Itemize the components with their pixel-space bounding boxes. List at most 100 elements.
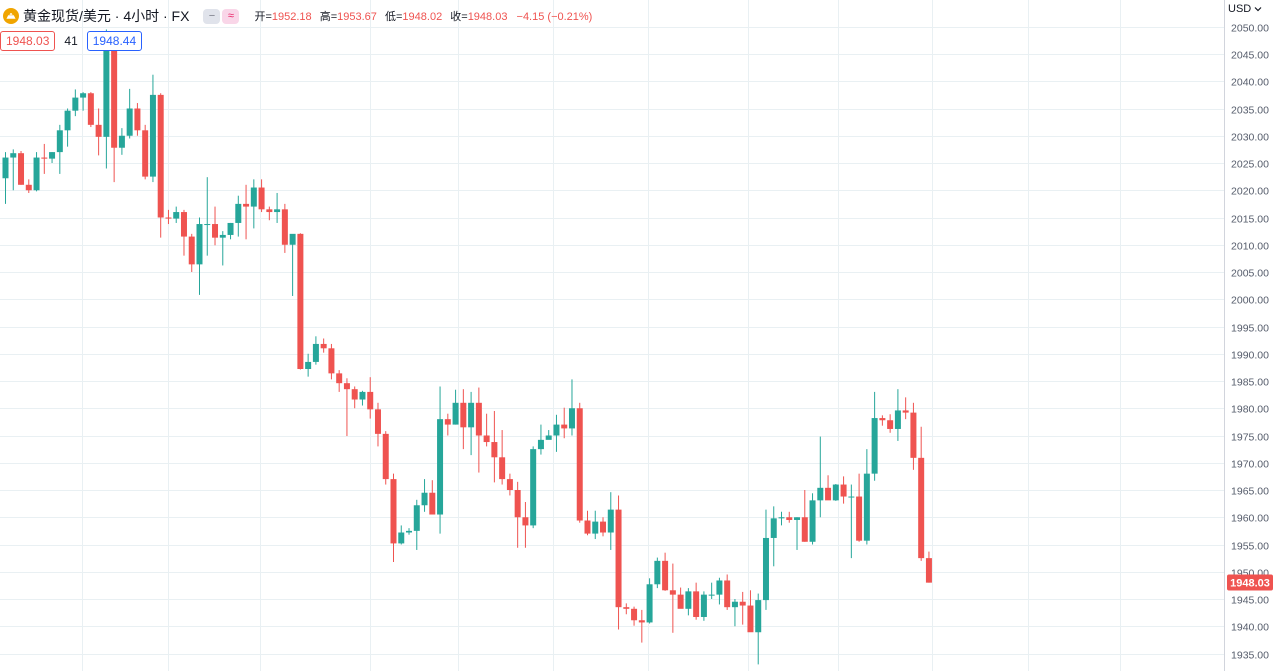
candle-up (863, 473, 870, 541)
candle-up (289, 233, 296, 245)
candle-down (576, 408, 583, 521)
candle-down (669, 590, 676, 595)
candle-up (468, 402, 475, 428)
candle-up (530, 449, 537, 526)
candle-up (312, 343, 319, 362)
candle-down (786, 517, 793, 520)
candle-down (925, 558, 932, 583)
candle-up (794, 517, 801, 520)
candle-down (351, 389, 358, 400)
candle-up (755, 600, 762, 633)
candle-down (638, 620, 645, 623)
candle-down (18, 153, 25, 185)
candle-down (747, 605, 754, 633)
candle-up (545, 435, 552, 440)
candle-down (677, 594, 684, 609)
candle-up (10, 153, 17, 158)
candle-down (623, 607, 630, 609)
candle-up (716, 580, 723, 595)
y-tick-label: 2015.00 (1231, 214, 1269, 226)
y-tick-label: 1945.00 (1231, 595, 1269, 607)
chevron-down-icon (1254, 7, 1262, 12)
compare-toggle[interactable]: ≈ (222, 8, 240, 24)
candle-up (173, 212, 180, 219)
candle-up (553, 424, 560, 436)
candle-down (111, 37, 118, 148)
candle-down (561, 424, 568, 429)
candle-up (398, 532, 405, 544)
candle-down (320, 343, 327, 349)
currency-selector[interactable]: USD (1228, 3, 1268, 15)
y-tick-label: 1960.00 (1231, 513, 1269, 525)
candle-down (266, 209, 273, 213)
candle-up (607, 509, 614, 533)
close-label: 收= (450, 11, 468, 23)
candle-up (762, 537, 769, 601)
candle-down (918, 457, 925, 559)
candle-up (646, 584, 653, 623)
candle-up (731, 601, 738, 608)
grid (0, 0, 1224, 671)
candle-up (149, 94, 156, 177)
candle-up (685, 591, 692, 609)
candle-up (305, 361, 312, 370)
y-tick-label: 1965.00 (1231, 486, 1269, 498)
candle-up (848, 496, 855, 498)
bid-price-button[interactable]: 1948.03 (0, 31, 56, 51)
change-value: −4.15 (−0.21%) (516, 11, 593, 23)
y-tick-label: 2050.00 (1231, 23, 1269, 35)
candle-down (910, 412, 917, 458)
candle-down (840, 484, 847, 497)
candle-down (41, 157, 48, 159)
candle-up (204, 224, 211, 226)
symbol-header: 黄金现货/美元 · 4小时 · FX − ≈ 开=1952.18 高=1953.… (0, 6, 592, 26)
candle-down (600, 521, 607, 533)
low-value: 1948.02 (402, 11, 443, 23)
candle-up (700, 594, 707, 617)
candle-down (142, 130, 149, 177)
candle-down (615, 509, 622, 608)
y-tick-label: 2040.00 (1231, 77, 1269, 89)
candle-down (165, 217, 172, 219)
candle-down (801, 517, 808, 542)
candle-down (499, 457, 506, 480)
candle-up (832, 484, 839, 501)
candle-down (825, 487, 832, 501)
candle-up (64, 110, 71, 131)
candle-down (887, 420, 894, 429)
candle-up (809, 500, 816, 542)
candle-down (739, 601, 746, 606)
y-tick-label: 2035.00 (1231, 105, 1269, 117)
low-label: 低= (384, 11, 403, 23)
candle-up (2, 157, 9, 179)
candle-up (406, 530, 413, 533)
candle-up (359, 391, 366, 400)
symbol-title[interactable]: 黄金现货/美元 · 4小时 · FX (23, 8, 190, 24)
candle-down (188, 236, 195, 265)
candle-up (894, 410, 901, 429)
candle-down (297, 233, 304, 370)
candle-up (871, 418, 878, 474)
candle-down (491, 442, 498, 458)
candle-down (367, 391, 374, 410)
candle-up (250, 187, 257, 207)
ohlc-values: 开=1952.18 高=1953.67 低=1948.02 收=1948.03 … (254, 8, 592, 24)
collapse-toggle[interactable]: − (203, 8, 221, 24)
candle-up (227, 222, 234, 235)
y-tick-label: 1970.00 (1231, 459, 1269, 471)
candle-up (56, 130, 63, 153)
candle-up (196, 224, 203, 265)
candle-up (33, 157, 40, 191)
candle-up (103, 37, 110, 137)
y-tick-label: 1990.00 (1231, 350, 1269, 362)
candle-down (584, 520, 591, 534)
candle-down (631, 608, 638, 621)
candle-down (134, 108, 141, 131)
candle-up (437, 419, 444, 515)
candle-down (506, 479, 513, 490)
ask-price-button[interactable]: 1948.44 (86, 31, 143, 51)
indicator-toggles: − ≈ (203, 8, 240, 24)
candle-down (522, 517, 529, 526)
candle-down (429, 492, 436, 515)
